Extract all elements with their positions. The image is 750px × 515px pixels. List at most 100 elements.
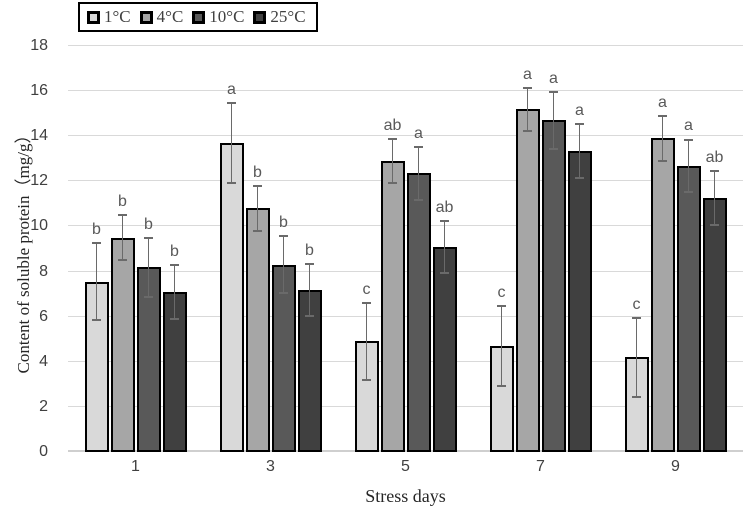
x-tick-label: 7: [536, 458, 545, 475]
error-bar: [118, 214, 127, 262]
y-tick-label: 4: [39, 352, 48, 370]
significance-letter: ab: [705, 149, 724, 167]
y-tick-label: 14: [30, 127, 48, 145]
bar-25C: [432, 246, 457, 452]
significance-letter: b: [144, 215, 153, 233]
bar-10C: [541, 120, 566, 452]
significance-letter: a: [684, 117, 693, 135]
gridline: [68, 360, 743, 362]
bar-wrap: c: [489, 46, 514, 452]
error-bar: [227, 102, 236, 184]
bar-group: c a a ab: [608, 46, 743, 452]
significance-letter: a: [414, 125, 423, 143]
y-tick-label: 2: [39, 397, 48, 415]
bar-groups: b b b b a b b b c ab a ab c a a a c a a ab: [68, 46, 743, 452]
x-tick-label: 1: [131, 458, 140, 475]
significance-letter: a: [658, 93, 667, 111]
y-tick-label: 18: [30, 37, 48, 54]
bar-wrap: a: [650, 46, 675, 452]
error-bar: [362, 302, 371, 381]
bar-10C: [136, 267, 161, 452]
error-bar: [388, 138, 397, 184]
error-bar: [632, 316, 641, 398]
legend-marker-icon: [192, 10, 206, 24]
bar-4C: [380, 161, 405, 452]
significance-letter: b: [279, 214, 288, 232]
gridline: [68, 270, 743, 272]
y-tick-label: 16: [30, 82, 48, 100]
y-tick-label: 8: [39, 262, 48, 280]
error-bar: [440, 219, 449, 274]
x-axis-title: Stress days: [365, 486, 446, 506]
legend-item: 25°C: [253, 7, 306, 27]
legend-item: 4°C: [139, 7, 183, 27]
error-bar: [684, 138, 693, 193]
plot-area: b b b b a b b b c ab a ab c a a a c a a ab: [68, 45, 743, 452]
gridline: [68, 405, 743, 407]
legend-label: 25°C: [270, 7, 306, 26]
error-bar: [170, 263, 179, 321]
bar-wrap: a: [406, 46, 431, 452]
significance-letter: ab: [383, 117, 402, 135]
gridline: [68, 225, 743, 227]
error-bar: [549, 91, 558, 150]
legend-marker-icon: [253, 10, 267, 24]
bar-wrap: a: [541, 46, 566, 452]
y-tick-label: 0: [39, 443, 48, 460]
bar-wrap: c: [624, 46, 649, 452]
bar-wrap: c: [354, 46, 379, 452]
bar-4C: [650, 138, 675, 452]
gridline: [68, 315, 743, 317]
significance-letter: a: [549, 70, 558, 88]
bar-wrap: b: [110, 46, 135, 452]
significance-letter: b: [253, 163, 262, 181]
legend-item: 10°C: [192, 7, 244, 27]
bar-25C: [567, 150, 592, 452]
bar-wrap: b: [271, 46, 296, 452]
y-tick-label: 12: [30, 172, 48, 190]
y-tick-label: 6: [39, 307, 48, 325]
significance-letter: c: [632, 295, 641, 313]
bar-4C: [245, 208, 270, 452]
significance-letter: c: [497, 284, 506, 302]
legend-label: 1°C: [104, 7, 131, 26]
error-bar: [710, 170, 719, 227]
error-bar: [575, 122, 584, 180]
bar-wrap: a: [676, 46, 701, 452]
y-axis-ticks: 0 2 4 6 8 10 12 14 16 18: [0, 37, 58, 460]
bar-25C: [702, 198, 727, 452]
gridline: [68, 45, 743, 46]
bar-4C: [110, 237, 135, 452]
bar-wrap: b: [297, 46, 322, 452]
bar-wrap: ab: [380, 46, 405, 452]
significance-letter: b: [170, 242, 179, 260]
y-tick-label: 10: [30, 217, 48, 235]
x-axis-ticks: 1 3 5 7 9: [68, 458, 743, 476]
gridline: [68, 90, 743, 92]
error-bar: [523, 86, 532, 132]
error-bar: [658, 114, 667, 163]
bar-wrap: b: [136, 46, 161, 452]
bar-wrap: b: [162, 46, 187, 452]
chart-legend: 1°C 4°C 10°C 25°C: [78, 2, 318, 32]
bar-wrap: b: [245, 46, 270, 452]
x-tick-label: 5: [401, 458, 410, 475]
legend-label: 10°C: [209, 7, 245, 26]
gridline: [68, 180, 743, 182]
gridline: [68, 450, 743, 452]
significance-letter: b: [92, 221, 101, 239]
error-bar: [305, 262, 314, 317]
error-bar: [253, 184, 262, 233]
bar-1C: [219, 143, 244, 452]
error-bar: [414, 146, 423, 201]
significance-letter: b: [305, 241, 314, 259]
significance-letter: a: [575, 101, 584, 119]
x-tick-label: 9: [671, 458, 680, 475]
error-bar: [92, 242, 101, 322]
bar-10C: [676, 165, 701, 452]
legend-marker-icon: [139, 10, 153, 24]
bar-10C: [271, 264, 296, 452]
